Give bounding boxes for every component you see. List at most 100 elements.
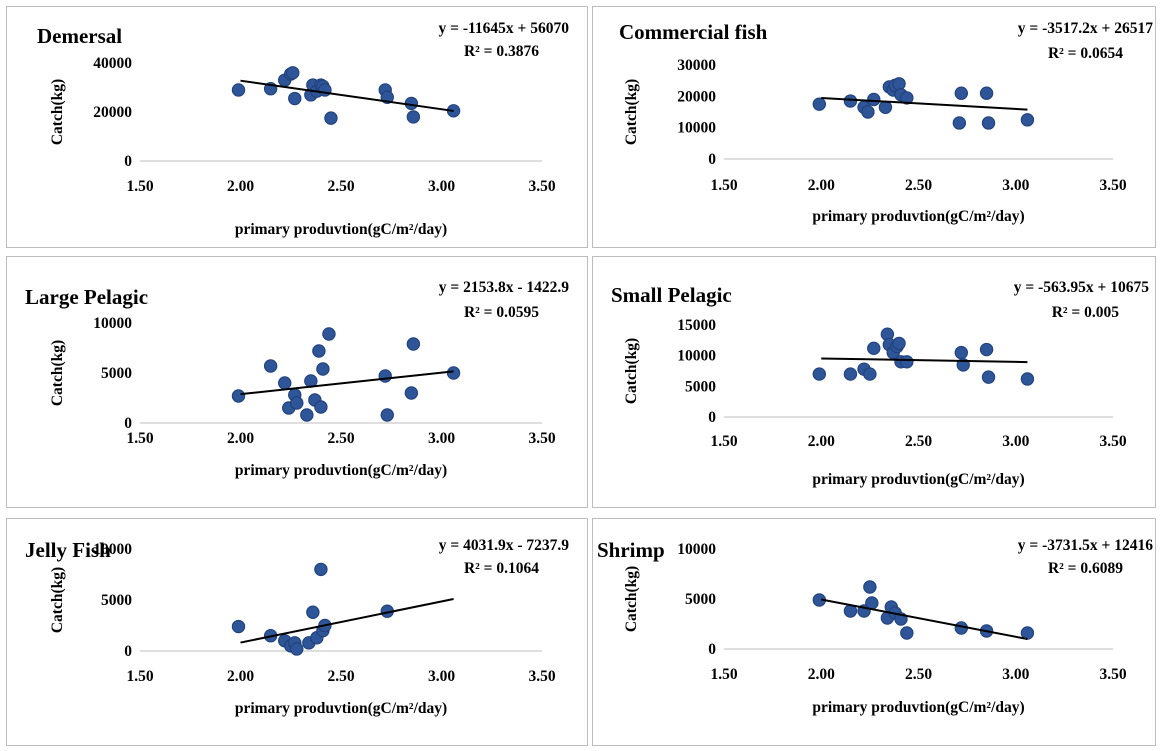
data-point (979, 342, 994, 357)
data-point (312, 344, 326, 358)
trendline-equation: y = -11645x + 56070 (439, 20, 570, 37)
x-tick-label: 3.50 (528, 668, 555, 685)
y-axis-title: Catch(kg) (49, 79, 66, 145)
chart-title: Demersal (37, 24, 122, 48)
y-tick-label: 20000 (677, 88, 716, 105)
x-tick-label: 3.00 (428, 668, 455, 685)
x-tick-label: 2.00 (808, 177, 835, 194)
x-tick-label: 2.50 (327, 430, 354, 447)
data-point (446, 366, 461, 380)
x-tick-label: 2.50 (905, 666, 932, 683)
data-point (979, 86, 994, 100)
data-point (861, 105, 875, 119)
data-point (314, 562, 328, 577)
data-point (316, 362, 330, 376)
x-tick-label: 2.50 (905, 433, 932, 450)
data-point (892, 77, 906, 91)
x-tick-label: 3.00 (1002, 177, 1029, 194)
x-tick-label: 3.00 (1002, 666, 1029, 683)
y-tick-label: 0 (708, 641, 716, 658)
data-point (278, 376, 292, 390)
data-point (863, 580, 877, 594)
data-point (1020, 372, 1035, 386)
chart-title: Large Pelagic (25, 285, 148, 309)
data-point (286, 66, 300, 80)
y-tick-label: 0 (124, 153, 132, 170)
x-axis-title: primary produvtion(gC/m²/day) (812, 471, 1024, 488)
data-point (406, 337, 421, 351)
r-squared-label: R² = 0.6089 (1048, 560, 1123, 577)
data-point (380, 408, 394, 422)
data-point (843, 94, 858, 108)
data-point (1020, 626, 1035, 640)
chart-panel-demersal: Demersal y = -11645x + 56070 R² = 0.3876 1.… (6, 6, 588, 248)
chart-panel-shrimp: Shrimp y = -3731.5x + 12416 R² = 0.6089 1.5… (592, 518, 1156, 746)
scatter-chart: Commercial fish y = -3517.2x + 26517 R² = … (619, 20, 1153, 225)
y-tick-label: 40000 (93, 55, 132, 72)
x-tick-label: 1.50 (126, 178, 153, 195)
data-point (300, 408, 314, 422)
chart-panel-large-pelagic: Large Pelagic y = 2153.8x - 1422.9 R² = 0.… (6, 256, 588, 508)
trendline (821, 598, 1028, 641)
data-point (812, 367, 827, 381)
y-axis-title: Catch(kg) (623, 338, 640, 404)
scatter-chart: Small Pelagic y = -563.95x + 10675 R² = 0.… (611, 279, 1149, 488)
data-point (306, 605, 320, 619)
trendline-equation: y = -3517.2x + 26517 (1018, 20, 1153, 37)
x-tick-label: 1.50 (126, 668, 153, 685)
chart-title: Small Pelagic (611, 283, 732, 307)
r-squared-label: R² = 0.3876 (464, 43, 539, 60)
trendline-equation: y = -563.95x + 10675 (1014, 279, 1149, 296)
y-tick-label: 0 (124, 415, 132, 432)
x-axis-title: primary produvtion(gC/m²/day) (812, 208, 1024, 225)
chart-panel-jelly-fish: Jelly Fish y = 4031.9x - 7237.9 R² = 0.106… (6, 518, 588, 746)
trendline (240, 370, 454, 396)
y-tick-label: 0 (124, 643, 132, 660)
r-squared-label: R² = 0.1064 (464, 560, 539, 577)
y-tick-label: 5000 (101, 592, 132, 609)
y-tick-label: 10000 (677, 348, 716, 365)
scatter-chart: Large Pelagic y = 2153.8x - 1422.9 R² = 0.… (25, 279, 569, 479)
x-tick-label: 1.50 (710, 177, 737, 194)
data-point (892, 336, 906, 351)
trendline-equation: y = 4031.9x - 7237.9 (439, 537, 569, 554)
data-point (867, 92, 881, 107)
x-tick-label: 3.50 (528, 178, 555, 195)
y-tick-label: 0 (708, 409, 716, 426)
r-squared-label: R² = 0.0595 (464, 304, 539, 321)
x-tick-label: 2.00 (227, 430, 254, 447)
x-tick-label: 2.50 (327, 668, 354, 685)
data-point (843, 367, 858, 381)
chart-title: Commercial fish (619, 20, 768, 44)
trendline (240, 598, 454, 644)
data-point (867, 341, 881, 356)
data-point (900, 355, 914, 369)
chart-panel-commercial-fish: Commercial fish y = -3517.2x + 26517 R² = … (592, 6, 1156, 248)
data-point (314, 400, 328, 414)
data-point (290, 396, 304, 410)
y-axis-title: Catch(kg) (49, 340, 66, 406)
y-tick-label: 0 (708, 151, 716, 168)
data-point (231, 389, 246, 403)
y-tick-label: 10000 (93, 315, 132, 332)
x-tick-label: 2.50 (327, 178, 354, 195)
trendline (821, 357, 1028, 364)
data-point (322, 327, 336, 341)
data-point (406, 110, 421, 124)
data-point (954, 86, 968, 100)
x-tick-label: 3.50 (528, 430, 555, 447)
y-axis-title: Catch(kg) (49, 567, 66, 633)
trendline-equation: y = -3731.5x + 12416 (1018, 537, 1153, 554)
data-point (290, 642, 304, 656)
x-tick-label: 2.50 (905, 177, 932, 194)
trendline (240, 79, 454, 112)
data-point (231, 83, 246, 97)
y-tick-label: 10000 (93, 541, 132, 558)
chart-title: Jelly Fish (25, 538, 111, 562)
chart-panel-small-pelagic: Small Pelagic y = -563.95x + 10675 R² = 0.… (592, 256, 1156, 508)
data-point (952, 116, 967, 130)
y-tick-label: 30000 (677, 57, 716, 74)
data-point (954, 345, 968, 360)
chart-title: Shrimp (597, 538, 665, 562)
x-tick-label: 1.50 (710, 666, 737, 683)
